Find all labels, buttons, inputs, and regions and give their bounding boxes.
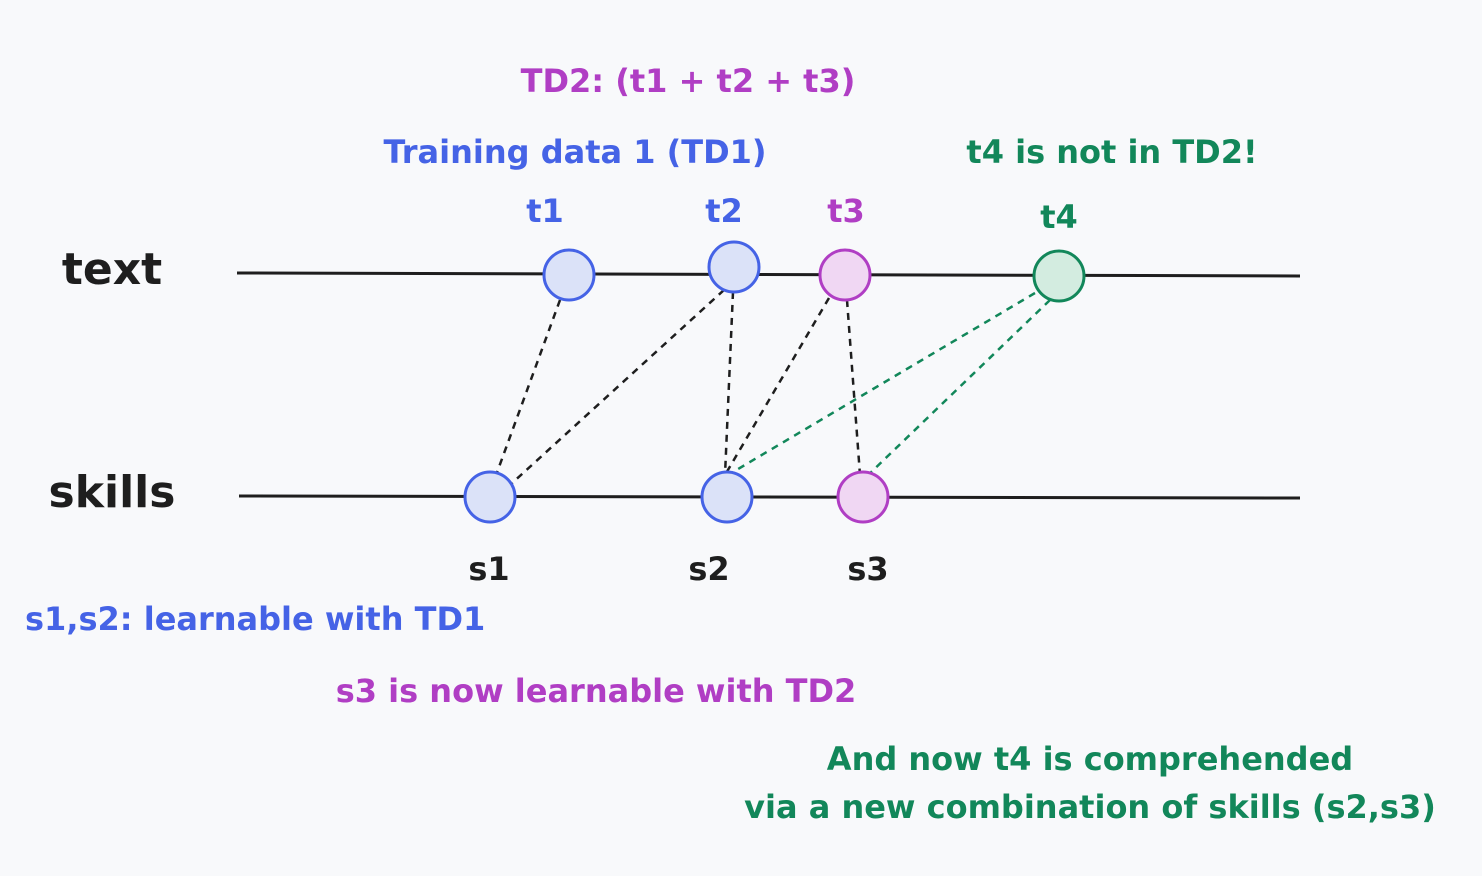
edge <box>493 299 562 479</box>
node <box>836 470 890 524</box>
node <box>542 248 596 302</box>
node-label: t1 <box>526 192 564 230</box>
td1-label: Training data 1 (TD1) <box>383 133 766 171</box>
edge <box>723 297 831 476</box>
s3-note: s3 is now learnable with TD2 <box>336 672 857 710</box>
comprehend-note: And now t4 is comprehended <box>827 740 1353 778</box>
node-label: t2 <box>705 192 743 230</box>
comprehend-note: via a new combination of skills (s2,s3) <box>744 788 1436 826</box>
node-label: s1 <box>468 550 509 588</box>
edge <box>845 299 862 476</box>
row-label: text <box>62 244 162 295</box>
node <box>700 470 754 524</box>
td2-label: TD2: (t1 + t2 + t3) <box>521 62 856 100</box>
node-label: t3 <box>827 192 865 230</box>
node-label: s2 <box>688 550 729 588</box>
edge <box>509 289 725 486</box>
row-label: skills <box>49 467 176 518</box>
node <box>1032 249 1086 303</box>
t4-note: t4 is not in TD2! <box>966 133 1257 171</box>
s12-note: s1,s2: learnable with TD1 <box>25 600 485 638</box>
edge <box>864 299 1051 479</box>
node-label: t4 <box>1040 198 1078 236</box>
skills-axis <box>238 494 1301 500</box>
node-label: s3 <box>847 550 888 588</box>
text-axis <box>236 271 1301 278</box>
node <box>818 248 872 302</box>
edge <box>723 291 735 476</box>
node <box>463 470 517 524</box>
node <box>707 240 761 294</box>
